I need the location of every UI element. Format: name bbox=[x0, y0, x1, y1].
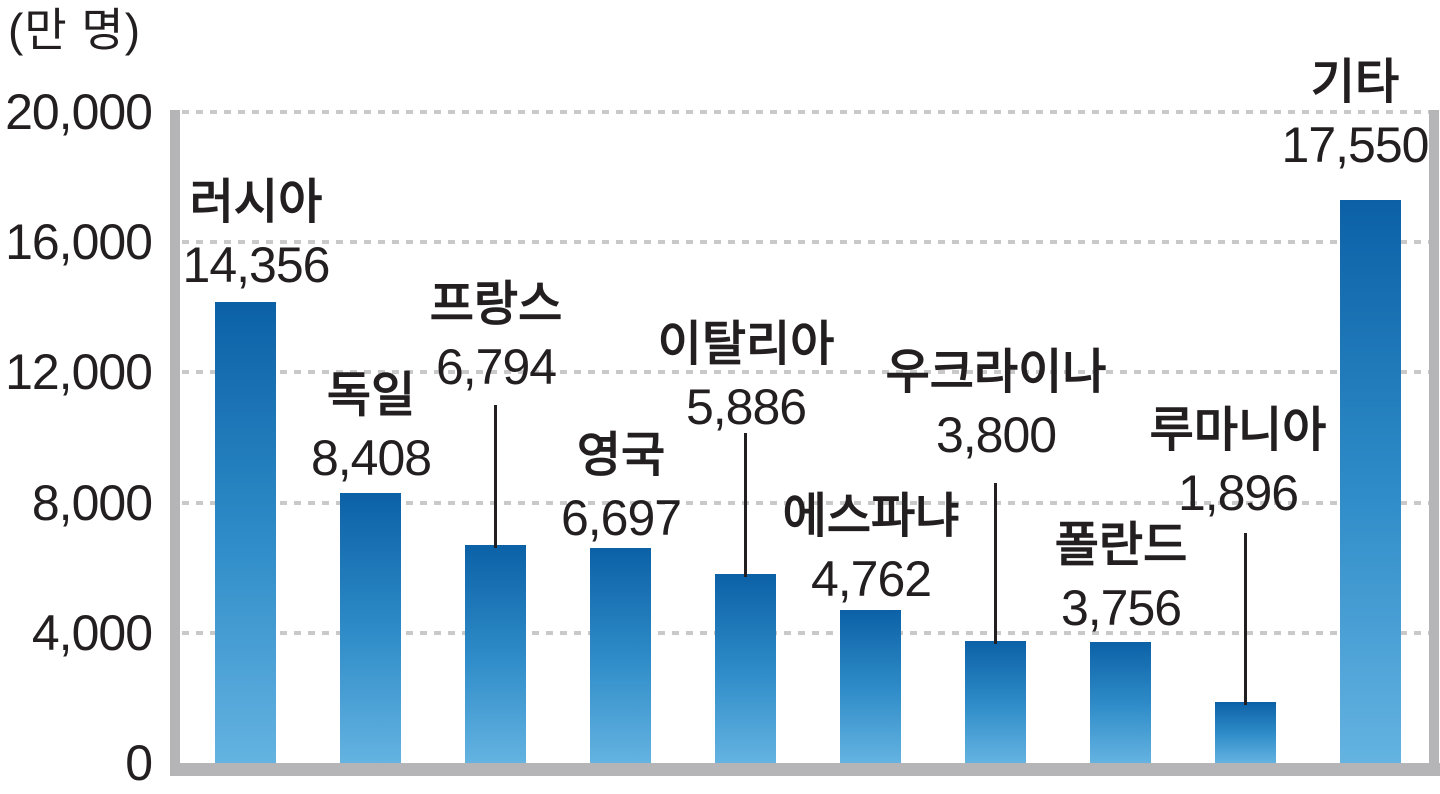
bar-label-uk: 영국 6,697 bbox=[471, 424, 771, 550]
bar-label-romania: 루마니아 1,896 bbox=[1088, 399, 1388, 525]
bar-value-label: 4,762 bbox=[810, 551, 932, 607]
bar-label-italy: 이탈리아 5,886 bbox=[596, 313, 896, 439]
bar-label-germany: 독일 8,408 bbox=[221, 364, 521, 490]
bar-category-label: 우크라이나 bbox=[885, 346, 1107, 399]
bar-value-label: 14,356 bbox=[182, 237, 331, 293]
bar-label-russia: 러시아 14,356 bbox=[106, 171, 406, 297]
bar-france bbox=[465, 545, 526, 763]
gridline-12000 bbox=[182, 370, 1430, 374]
leader-line-ukraine bbox=[994, 483, 997, 644]
bar-category-label: 영국 bbox=[576, 429, 666, 482]
bar-value-label: 3,756 bbox=[1060, 580, 1182, 636]
bar-germany bbox=[340, 493, 401, 763]
bar-category-label: 에스파냐 bbox=[782, 490, 960, 543]
bar-label-spain: 에스파냐 4,762 bbox=[721, 485, 1021, 611]
bar-value-label: 6,697 bbox=[560, 490, 682, 546]
bar-value-label: 8,408 bbox=[310, 430, 432, 486]
bar-value-label: 3,800 bbox=[935, 407, 1057, 463]
y-tick-12000: 12,000 bbox=[5, 344, 153, 400]
bar-category-label: 루마니아 bbox=[1149, 404, 1327, 457]
y-axis-unit-label: (만 명) bbox=[8, 4, 142, 56]
y-axis-line-left bbox=[170, 110, 180, 776]
bar-value-label: 1,896 bbox=[1177, 465, 1299, 521]
y-tick-0: 0 bbox=[125, 735, 153, 791]
bar-category-label: 이탈리아 bbox=[657, 318, 835, 371]
leader-line-italy bbox=[744, 433, 747, 577]
x-axis-line bbox=[170, 763, 1440, 776]
bar-italy bbox=[715, 574, 776, 763]
leader-line-romania bbox=[1244, 533, 1247, 705]
bar-label-others: 기타 17,550 bbox=[1205, 51, 1440, 177]
bar-category-label: 프랑스 bbox=[429, 278, 563, 331]
gridline-4000 bbox=[182, 631, 1430, 635]
bar-poland bbox=[1090, 642, 1151, 763]
bar-value-label: 6,794 bbox=[435, 339, 557, 395]
bar-category-label: 독일 bbox=[326, 369, 416, 422]
y-tick-20000: 20,000 bbox=[5, 84, 153, 140]
bar-label-ukraine: 우크라이나 3,800 bbox=[846, 341, 1146, 467]
bar-label-poland: 폴란드 3,756 bbox=[971, 514, 1271, 640]
bar-romania bbox=[1215, 702, 1276, 763]
y-tick-4000: 4,000 bbox=[31, 605, 153, 661]
bar-value-label: 5,886 bbox=[685, 379, 807, 435]
bar-value-label: 17,550 bbox=[1281, 117, 1430, 173]
bar-others bbox=[1340, 200, 1401, 763]
gridline-16000 bbox=[182, 240, 1430, 244]
bar-category-label: 폴란드 bbox=[1054, 519, 1188, 572]
bar-category-label: 기타 bbox=[1310, 56, 1400, 109]
bar-ukraine bbox=[965, 641, 1026, 763]
gridline-20000 bbox=[182, 110, 1430, 114]
bar-russia bbox=[215, 302, 276, 763]
y-tick-16000: 16,000 bbox=[5, 214, 153, 270]
y-tick-8000: 8,000 bbox=[31, 475, 153, 531]
bar-uk bbox=[590, 548, 651, 763]
bar-spain bbox=[840, 610, 901, 763]
leader-line-france bbox=[494, 405, 497, 548]
bar-label-france: 프랑스 6,794 bbox=[346, 273, 646, 399]
gridline-8000 bbox=[182, 501, 1430, 505]
y-axis-line-right bbox=[1429, 110, 1439, 776]
bar-category-label: 러시아 bbox=[189, 176, 323, 229]
